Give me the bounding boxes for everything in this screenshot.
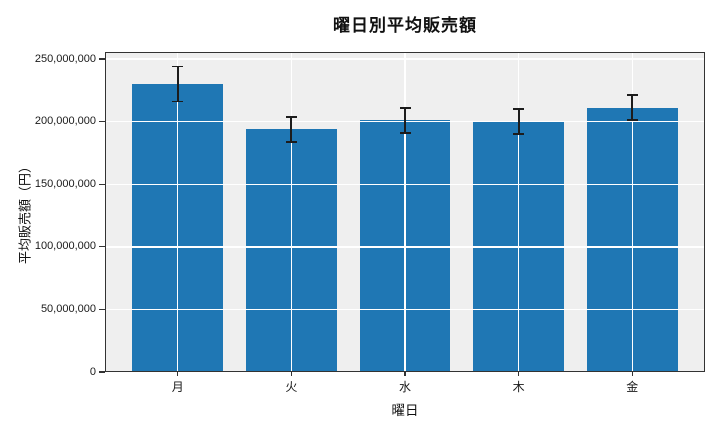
v-gridline xyxy=(290,52,293,372)
error-bar-cap xyxy=(399,131,411,134)
y-tick-mark xyxy=(99,371,105,373)
y-tick-mark xyxy=(99,308,105,311)
error-bar-cap xyxy=(513,133,525,136)
error-bar xyxy=(176,66,179,102)
x-tick-mark xyxy=(517,372,520,376)
x-tick-mark xyxy=(290,372,292,376)
error-bar-cap xyxy=(285,140,297,143)
v-gridline xyxy=(404,52,406,372)
x-axis-label: 曜日 xyxy=(391,403,419,418)
y-tick-label: 150,000,000 xyxy=(34,177,96,190)
x-tick-label: 金 xyxy=(626,380,639,394)
error-bar-cap xyxy=(285,115,297,118)
x-tick-label: 火 xyxy=(285,380,298,394)
error-bar-cap xyxy=(399,106,411,109)
y-tick-mark xyxy=(99,58,105,60)
y-tick-label: 100,000,000 xyxy=(34,240,96,253)
y-tick-mark xyxy=(99,246,105,248)
plot-area xyxy=(105,52,705,372)
v-gridline xyxy=(631,52,633,372)
x-tick-label: 月 xyxy=(171,380,184,394)
v-gridline xyxy=(517,52,520,372)
x-tick-mark xyxy=(631,372,633,376)
y-tick-mark xyxy=(99,183,105,185)
y-tick-label: 200,000,000 xyxy=(34,115,96,128)
y-tick-mark xyxy=(99,120,105,123)
y-tick-label: 0 xyxy=(89,365,96,378)
error-bar xyxy=(631,95,634,121)
y-tick-label: 50,000,000 xyxy=(40,302,96,315)
error-bar xyxy=(517,109,520,135)
chart-title: 曜日別平均販売額 xyxy=(333,16,477,35)
error-bar xyxy=(404,107,406,133)
x-tick-mark xyxy=(404,372,406,376)
error-bar-cap xyxy=(626,119,638,122)
error-bar-cap xyxy=(172,65,184,68)
v-gridline xyxy=(177,52,179,372)
x-tick-mark xyxy=(177,372,179,376)
x-tick-label: 水 xyxy=(398,380,411,394)
error-bar-cap xyxy=(513,108,525,110)
x-tick-label: 木 xyxy=(512,380,525,394)
error-bar-cap xyxy=(626,94,638,97)
error-bar-cap xyxy=(172,100,184,103)
error-bar xyxy=(290,116,293,142)
y-tick-label: 250,000,000 xyxy=(34,52,96,65)
